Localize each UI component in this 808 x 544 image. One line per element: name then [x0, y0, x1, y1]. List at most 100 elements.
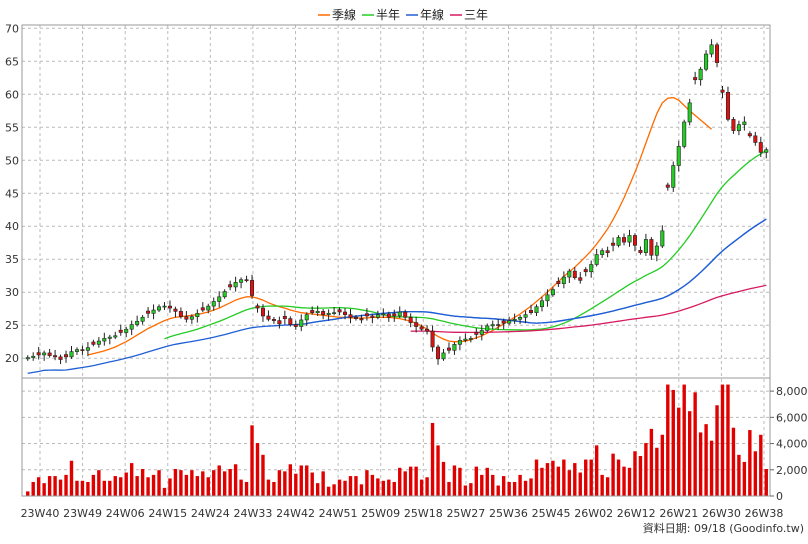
candle-up — [375, 310, 380, 320]
volume-bar — [359, 484, 364, 496]
candle-body — [277, 320, 282, 325]
candle-up — [534, 304, 539, 316]
volume-bar — [337, 479, 342, 496]
candle-body — [173, 308, 178, 312]
candle-body — [468, 338, 473, 340]
volume-bar — [294, 473, 298, 496]
candle-down — [408, 313, 413, 328]
candle-up — [594, 249, 599, 267]
candle-body — [375, 314, 380, 318]
candle-body — [463, 338, 468, 341]
candle-up — [736, 120, 741, 136]
volume-bar — [715, 405, 719, 496]
time-tick-label: 23W40 — [21, 507, 60, 520]
volume-bar — [584, 459, 588, 496]
volume-bar — [195, 476, 200, 496]
volume-bar — [589, 459, 593, 496]
candle-body — [403, 311, 408, 318]
candle-body — [452, 344, 457, 351]
candle-body — [446, 347, 451, 351]
volume-bar — [551, 460, 555, 496]
volume-bar — [600, 474, 604, 496]
candle-up — [676, 140, 681, 172]
volume-bar — [562, 459, 566, 496]
candle-down — [260, 304, 265, 322]
volume-bar — [212, 470, 216, 496]
candle-up — [233, 276, 238, 292]
candle-down — [359, 314, 364, 324]
candle-body — [146, 310, 151, 314]
candle-body — [217, 296, 222, 302]
candle-down — [293, 320, 298, 330]
volume-bar — [474, 466, 479, 496]
time-tick-label: 24W06 — [106, 507, 145, 520]
candle-body — [58, 356, 63, 360]
candle-body — [529, 310, 534, 313]
candle-body — [534, 306, 539, 313]
candle-body — [567, 270, 572, 278]
candle-body — [764, 149, 769, 153]
candle-body — [53, 355, 58, 358]
candle-up — [507, 316, 512, 326]
candle-down — [611, 237, 616, 252]
volume-bar — [512, 481, 517, 496]
volume-bar — [124, 472, 128, 496]
candle-down — [436, 344, 441, 365]
candle-body — [80, 349, 85, 351]
volume-tick-label: 2,000 — [776, 464, 808, 477]
candle-down — [403, 309, 408, 321]
volume-bar — [315, 483, 320, 496]
candle-up — [162, 302, 167, 311]
volume-bar — [709, 440, 714, 496]
candle-body — [600, 250, 605, 255]
candle-up — [25, 355, 30, 361]
price-tick-label: 40 — [5, 220, 19, 233]
candle-body — [709, 44, 714, 55]
candle-up — [490, 320, 495, 330]
candle-body — [572, 270, 577, 279]
volume-bar — [655, 447, 659, 496]
candle-down — [747, 131, 752, 138]
candle-body — [649, 239, 654, 256]
ma-3year-line — [410, 284, 767, 334]
volume-bar — [42, 483, 46, 496]
volume-bar — [310, 472, 314, 496]
volume-bar — [649, 428, 654, 496]
candle-up — [457, 336, 462, 351]
volume-bar — [201, 471, 205, 496]
volume-bar — [687, 411, 692, 496]
candle-up — [211, 297, 216, 311]
candle-down — [250, 274, 255, 299]
price-tick-label: 25 — [5, 319, 19, 332]
candle-body — [715, 44, 720, 63]
volume-bar — [168, 478, 172, 496]
candle-body — [102, 338, 107, 342]
time-tick-label: 25W18 — [404, 507, 443, 520]
candle-body — [353, 316, 358, 319]
volume-bar — [507, 481, 511, 496]
candle-body — [228, 284, 233, 288]
candle-body — [315, 311, 320, 313]
candle-body — [107, 336, 112, 339]
volume-bar — [436, 445, 440, 496]
volume-bar — [480, 474, 484, 496]
candle-body — [321, 311, 326, 315]
volume-bar — [365, 470, 369, 496]
candle-body — [512, 318, 517, 321]
candle-up — [315, 305, 320, 316]
footer-credit: 資料日期: 09/18 (Goodinfo.tw) — [643, 521, 804, 535]
candle-down — [731, 117, 736, 134]
volume-bar — [671, 389, 675, 496]
volume-bar — [69, 460, 74, 496]
candle-down — [348, 309, 353, 324]
candle-down — [446, 342, 451, 354]
candle-up — [206, 303, 211, 314]
candle-down — [753, 131, 758, 146]
candle-up — [140, 314, 145, 325]
candle-body — [643, 239, 648, 253]
candle-body — [753, 135, 758, 143]
candle-body — [310, 310, 315, 313]
volume-bar — [113, 476, 117, 496]
candle-down — [370, 313, 375, 324]
volume-bar — [381, 480, 386, 496]
